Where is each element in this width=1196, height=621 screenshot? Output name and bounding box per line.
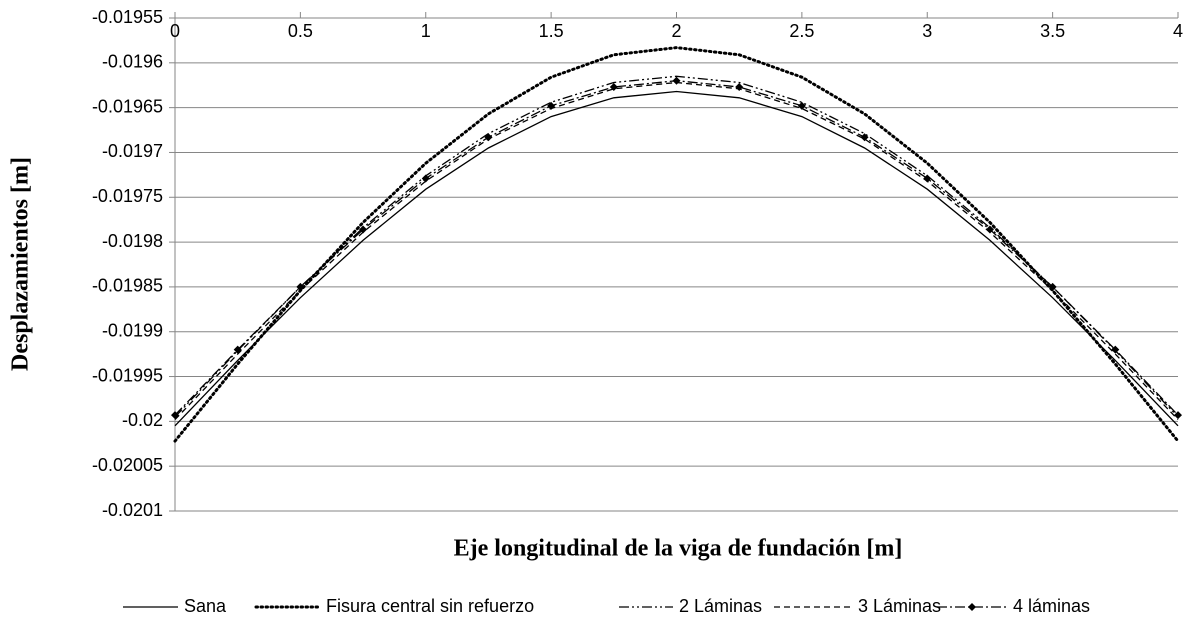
- legend-label: Sana: [184, 596, 227, 616]
- y-tick-label: -0.0201: [102, 500, 163, 520]
- y-tick-label: -0.0197: [102, 141, 163, 161]
- legend-marker: [968, 603, 976, 611]
- y-tick-label: -0.01965: [92, 96, 163, 116]
- y-tick-label: -0.01985: [92, 276, 163, 296]
- legend-label: 3 Láminas: [858, 596, 941, 616]
- x-tick-label: 1: [421, 21, 431, 41]
- y-tick-label: -0.0196: [102, 52, 163, 72]
- legend-label: Fisura central sin refuerzo: [326, 596, 534, 616]
- marker: [609, 83, 618, 92]
- marker: [985, 225, 994, 234]
- marker: [1048, 282, 1057, 291]
- legend-label: 2 Láminas: [679, 596, 762, 616]
- x-tick-label: 0.5: [288, 21, 313, 41]
- marker: [547, 101, 556, 110]
- marker: [233, 345, 242, 354]
- y-tick-label: -0.01995: [92, 365, 163, 385]
- marker: [797, 101, 806, 110]
- series-line: [174, 75, 1179, 418]
- x-tick-label: 3.5: [1040, 21, 1065, 41]
- x-tick-label: 3: [922, 21, 932, 41]
- x-tick-label: 1.5: [539, 21, 564, 41]
- marker: [296, 282, 305, 291]
- x-axis-title: Eje longitudinal de la viga de fundación…: [454, 536, 903, 562]
- y-tick-label: -0.01955: [92, 7, 163, 27]
- series-line: [174, 80, 1179, 416]
- marker: [860, 133, 869, 142]
- y-tick-label: -0.0198: [102, 231, 163, 251]
- series-line: [174, 90, 1179, 427]
- y-tick-label: -0.0199: [102, 320, 163, 340]
- marker: [672, 76, 681, 85]
- marker: [171, 411, 179, 420]
- y-tick-label: -0.01975: [92, 186, 163, 206]
- marker: [421, 174, 430, 183]
- marker: [923, 174, 932, 183]
- x-tick-label: 2.5: [789, 21, 814, 41]
- y-tick-label: -0.02005: [92, 455, 163, 475]
- x-tick-label: 0: [170, 21, 180, 41]
- legend-label: 4 láminas: [1013, 596, 1090, 616]
- marker: [735, 83, 744, 92]
- series-line: [174, 81, 1179, 421]
- marker: [359, 225, 368, 234]
- series-line: [173, 46, 1180, 443]
- marker: [484, 133, 493, 142]
- y-tick-label: -0.02: [122, 410, 163, 430]
- marker: [1174, 411, 1182, 420]
- x-tick-label: 2: [671, 21, 681, 41]
- marker: [1111, 345, 1120, 354]
- x-tick-label: 4: [1173, 21, 1183, 41]
- y-axis-title: Desplazamientos [m]: [8, 157, 34, 371]
